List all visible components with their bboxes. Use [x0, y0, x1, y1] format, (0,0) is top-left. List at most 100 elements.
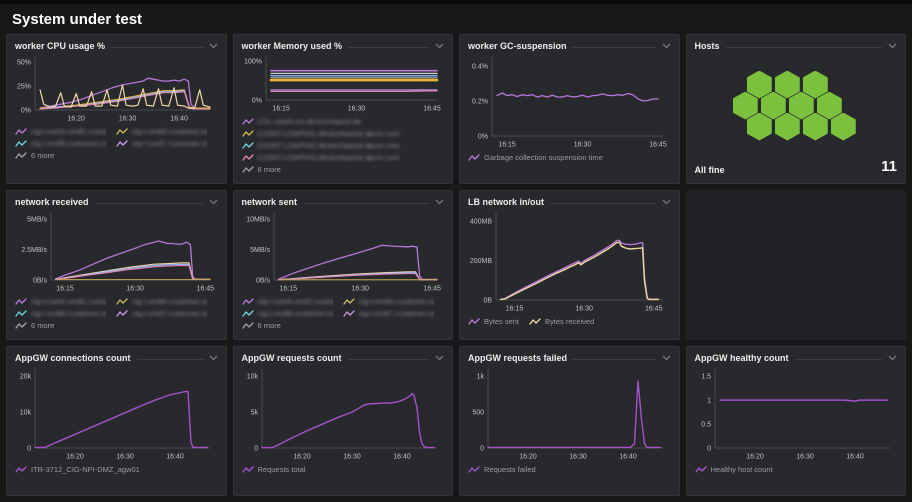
legend-item[interactable]: cig-i-mesh-vm81.customer.mcsv	[15, 127, 106, 136]
host-hexagon[interactable]	[774, 112, 800, 141]
network-sent-chart[interactable]: 0B/s 5MB/s 10MB/s 16:15 16:30 16:45	[242, 209, 445, 293]
panel-header: worker Memory used %	[242, 41, 445, 51]
x-tick-label: 16:40	[846, 454, 864, 461]
x-tick-label: 16:20	[66, 454, 84, 461]
chevron-down-icon[interactable]	[888, 355, 897, 361]
appgw-connections-chart[interactable]: 0 10k 20k 16:20 16:30 16:40	[15, 365, 218, 461]
legend-item[interactable]: CI2007-LDAP042.deutschepost.dpcm.com	[241, 141, 445, 150]
series-line	[260, 392, 435, 449]
panel-title: network received	[15, 197, 89, 207]
series-line-icon	[15, 151, 27, 159]
x-tick-label: 16:40	[393, 454, 411, 461]
x-tick-label: 16:40	[170, 116, 188, 123]
legend-item[interactable]: cig-i-vm84.customer.mcsv	[342, 297, 434, 306]
host-hexagon[interactable]	[760, 91, 786, 120]
y-tick-label: 0.2%	[472, 98, 488, 105]
title-divider	[348, 46, 429, 48]
x-tick-label: 16:15	[506, 306, 524, 313]
chart-canvas: 0B/s 5MB/s 10MB/s 16:15 16:30 16:45	[246, 213, 441, 293]
worker-cpu-chart[interactable]: 0% 25% 50% 16:20 16:30 16:40	[15, 53, 218, 123]
legend-item[interactable]: Requests failed	[468, 465, 536, 474]
y-tick-label: 0%	[21, 108, 31, 115]
panel-title: AppGW connections count	[15, 353, 131, 363]
legend-item[interactable]: Bytes received	[529, 317, 594, 326]
legend-item[interactable]: cig-i-vm87.customer.mcsv	[116, 139, 207, 148]
title-divider	[725, 46, 882, 48]
panel-worker-memory-used: worker Memory used % 0% 100% 16:15 16:30 16:…	[232, 34, 453, 184]
series-line-icon	[116, 309, 128, 317]
host-hexagon[interactable]	[788, 91, 814, 120]
appgw-failed-chart[interactable]: 0 500 1k 16:20 16:30 16:40	[468, 365, 671, 461]
legend-item[interactable]: cig-i-vm87.customer.mcsv	[116, 309, 207, 318]
panel-header: AppGW requests count	[242, 353, 445, 363]
network-received-chart[interactable]: 0B/s 2.5MB/s 5MB/s 16:15 16:30 16:45	[15, 209, 218, 293]
appgw-healthy-chart[interactable]: 0 0.5 1 1.5 16:20 16:30 16:40	[695, 365, 898, 461]
legend-item[interactable]: CI2007-LDAP041.deutschepost.dpcm.com	[241, 129, 445, 138]
worker-memory-chart[interactable]: 0% 100% 16:15 16:30 16:45	[242, 53, 445, 113]
legend-item[interactable]: cig-i-vm88.customer.mcsv	[15, 139, 106, 148]
chevron-down-icon[interactable]	[662, 355, 671, 361]
worker-gc-chart[interactable]: 0% 0.2% 0.4% 16:15 16:30 16:45	[468, 53, 671, 149]
legend-item[interactable]: cig-i-vm84.customer.mcsv	[116, 127, 207, 136]
x-tick-label: 16:45	[649, 142, 667, 149]
legend-more-item[interactable]: 6 more	[15, 151, 54, 160]
chevron-down-icon[interactable]	[435, 355, 444, 361]
y-tick-label: 0%	[478, 134, 488, 141]
legend-more-item[interactable]: 6 more	[15, 321, 54, 330]
chevron-down-icon[interactable]	[662, 199, 671, 205]
legend-item[interactable]: CI2007-LDAP043.deutschepost.dpcm.com	[241, 153, 400, 162]
chevron-down-icon[interactable]	[209, 355, 218, 361]
appgw-requests-chart[interactable]: 0 5k 10k 16:20 16:30 16:40	[242, 365, 445, 461]
legend-item[interactable]: Bytes sent	[468, 317, 519, 326]
legend-item[interactable]: cig-i-mesh-vm81.customer.mcsv	[241, 297, 333, 306]
chevron-down-icon[interactable]	[209, 199, 218, 205]
legend-item[interactable]: cig-i-mesh-vm81.customer.mcsv	[15, 297, 106, 306]
chart-canvas: 0 0.5 1 1.5 16:20 16:30 16:40	[701, 369, 890, 461]
host-hexagon[interactable]	[802, 70, 828, 99]
host-hexagon[interactable]	[802, 112, 828, 141]
x-tick-label: 16:30	[116, 454, 134, 461]
panel-header: AppGW healthy count	[695, 353, 898, 363]
y-tick-label: 5k	[250, 410, 258, 417]
host-hexagon[interactable]	[732, 91, 758, 120]
x-tick-label: 16:45	[423, 106, 441, 113]
host-hexagon[interactable]	[774, 70, 800, 99]
y-tick-label: 20k	[20, 374, 32, 381]
host-hexagon[interactable]	[746, 70, 772, 99]
legend-item[interactable]: cig-i-vm84.customer.mcsv	[116, 297, 207, 306]
legend-item[interactable]: cig-i-vm87.customer.mcsv	[342, 309, 434, 318]
legend-item[interactable]: Requests total	[241, 465, 305, 474]
series-line	[499, 241, 660, 301]
series-line	[499, 239, 660, 301]
legend-item[interactable]: ITR-3712_CIG-NPI-DMZ_agw01	[15, 465, 140, 474]
x-tick-label: 16:20	[746, 454, 764, 461]
host-hexagon[interactable]	[830, 112, 856, 141]
legend-item[interactable]: CSL-mesh-ics.deutschepost.de	[241, 117, 445, 126]
host-hexagon[interactable]	[816, 91, 842, 120]
legend-label: cig-i-vm84.customer.mcsv	[132, 297, 208, 306]
y-tick-label: 2.5MB/s	[21, 247, 47, 254]
legend-item[interactable]: Garbage collection suspension time	[468, 153, 603, 162]
chevron-down-icon[interactable]	[662, 43, 671, 49]
legend-label: Healthy host count	[710, 465, 773, 474]
legend-more-item[interactable]: 6 more	[241, 321, 281, 330]
panel-title: AppGW requests failed	[468, 353, 568, 363]
series-line	[39, 84, 211, 109]
chevron-down-icon[interactable]	[435, 43, 444, 49]
chevron-down-icon[interactable]	[209, 43, 218, 49]
lb-network-chart[interactable]: 0B 200MB 400MB 16:15 16:30 16:45	[468, 209, 671, 313]
lb-network-legend: Bytes sent Bytes received	[468, 317, 671, 326]
chevron-down-icon[interactable]	[435, 199, 444, 205]
host-hexagon[interactable]	[746, 112, 772, 141]
panel-title: worker CPU usage %	[15, 41, 106, 51]
y-tick-label: 50%	[17, 59, 31, 66]
appgw-failed-legend: Requests failed	[468, 465, 671, 474]
hosts-count: 11	[881, 158, 897, 175]
legend-more-item[interactable]: 6 more	[241, 165, 281, 174]
legend-item[interactable]: cig-i-vm88.customer.mcsv	[15, 309, 106, 318]
legend-item[interactable]: Healthy host count	[694, 465, 773, 474]
legend-label: Bytes received	[545, 317, 595, 326]
chevron-down-icon[interactable]	[888, 43, 897, 49]
legend-label: CI2007-LDAP043.deutschepost.dpcm.com	[257, 153, 400, 162]
legend-item[interactable]: cig-i-vm88.customer.mcsv	[241, 309, 333, 318]
